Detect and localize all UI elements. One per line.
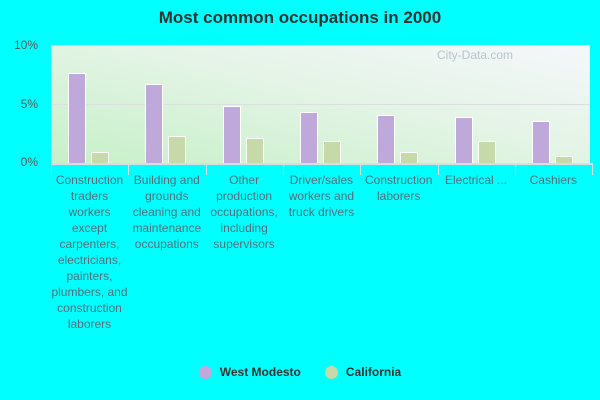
bar-california[interactable] [477,140,496,163]
watermark: City-Data.com [437,48,514,62]
legend-dot-icon [198,365,212,379]
x-axis-label: Building and grounds cleaning and mainte… [132,173,202,251]
x-axis-label: Construction traders workers except carp… [51,173,128,331]
gridline-5 [51,104,590,105]
bar-west-modesto[interactable] [222,106,241,163]
x-tick [128,163,130,175]
x-tick [205,163,207,175]
bar-west-modesto[interactable] [145,83,164,163]
y-tick-10: 10% [13,38,38,52]
bar-west-modesto[interactable] [454,116,473,163]
bar-west-modesto[interactable] [531,120,550,163]
y-tick-0: 0% [20,155,38,169]
bar-california[interactable] [168,135,187,163]
bar-california[interactable] [400,152,419,163]
legend-label: West Modesto [219,365,301,379]
x-axis-label: Driver/sales workers and truck drivers [288,173,355,219]
bar-california[interactable] [91,152,109,163]
bar-west-modesto[interactable] [377,114,396,163]
x-axis-label: Cashiers [529,173,577,187]
legend-item-california[interactable]: California [324,365,402,379]
x-tick [437,163,439,175]
legend-dot-icon [324,365,338,379]
x-axis [51,163,592,165]
bar-west-modesto[interactable] [68,73,86,163]
x-axis-label: Construction laborers [365,173,433,203]
x-tick [514,163,516,175]
x-axis-label: Electrical ... [444,173,507,187]
bar-west-modesto[interactable] [299,112,318,163]
plot-area [51,45,590,163]
x-tick [360,163,362,175]
chart-title: Most common occupations in 2000 [158,8,442,27]
y-tick-5: 5% [20,97,38,111]
legend-label: California [345,365,402,379]
legend: West Modesto California [0,365,600,379]
bar-california[interactable] [322,140,341,163]
x-axis-label: Other production occupations, including … [210,173,278,251]
bar-california[interactable] [554,155,573,163]
x-tick [282,163,284,175]
x-tick [51,163,52,175]
x-tick [592,163,594,175]
legend-item-west-modesto[interactable]: West Modesto [198,365,301,379]
bar-california[interactable] [245,138,264,163]
